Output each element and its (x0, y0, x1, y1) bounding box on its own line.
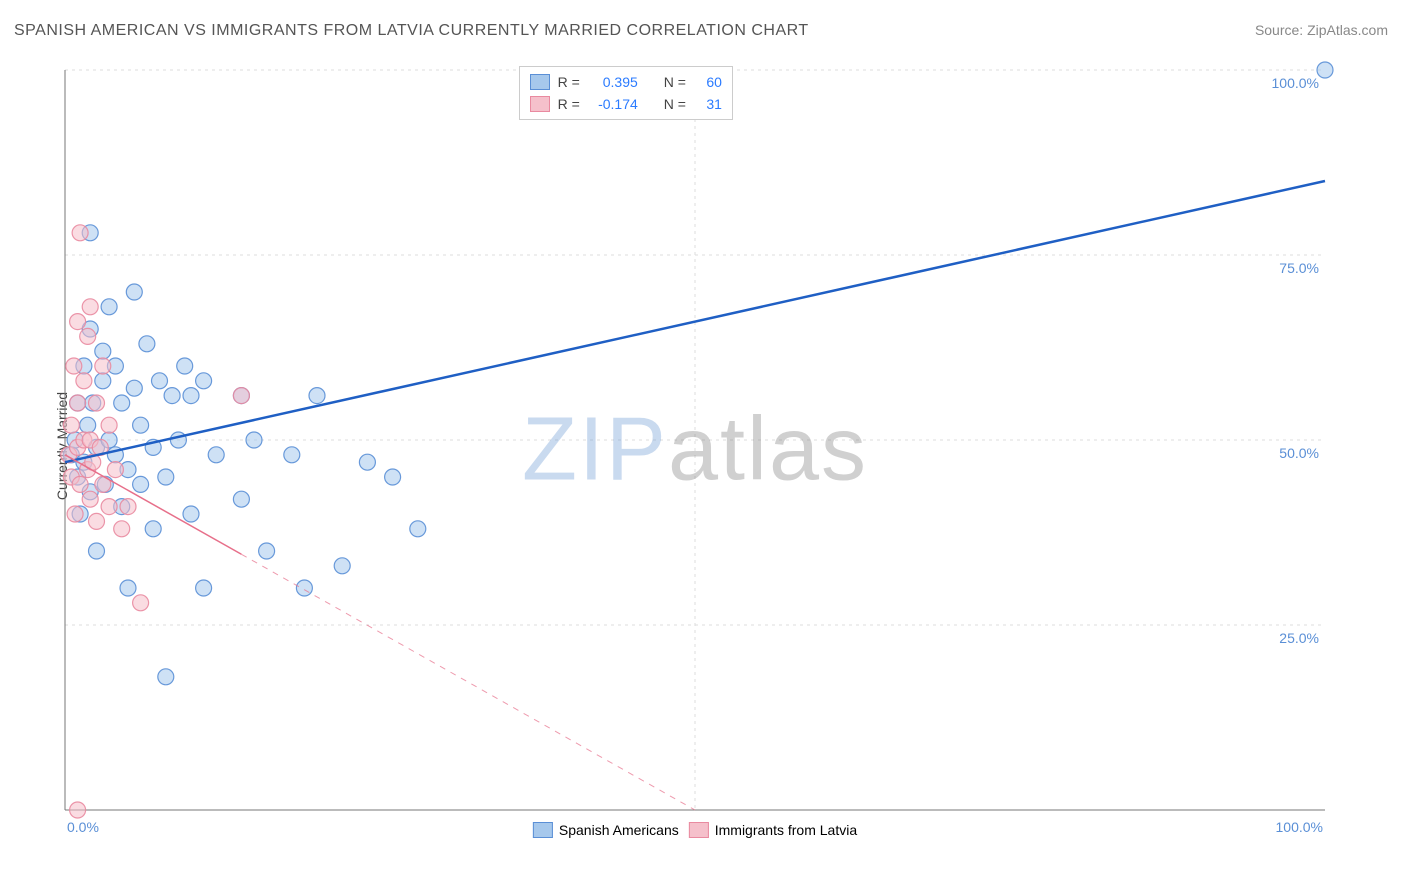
r-label: R = (558, 93, 580, 115)
legend-label: Spanish Americans (559, 822, 679, 838)
n-label: N = (664, 71, 686, 93)
svg-text:75.0%: 75.0% (1279, 260, 1319, 276)
source-link[interactable]: ZipAtlas.com (1307, 22, 1388, 38)
svg-text:50.0%: 50.0% (1279, 445, 1319, 461)
r-value: -0.174 (588, 93, 638, 115)
r-value: 0.395 (588, 71, 638, 93)
svg-text:0.0%: 0.0% (67, 819, 99, 835)
source-label: Source: (1255, 22, 1303, 38)
legend-item: Immigrants from Latvia (689, 822, 857, 838)
stats-legend-row: R = 0.395 N = 60 (530, 71, 722, 93)
n-label: N = (664, 93, 686, 115)
chart-title: SPANISH AMERICAN VS IMMIGRANTS FROM LATV… (14, 22, 809, 40)
bottom-legend: Spanish Americans Immigrants from Latvia (533, 822, 857, 838)
chart-area: 25.0%50.0%75.0%100.0%0.0%100.0% ZIPatlas… (45, 60, 1345, 840)
legend-swatch (530, 96, 550, 112)
stats-legend-row: R = -0.174 N = 31 (530, 93, 722, 115)
legend-swatch (533, 822, 553, 838)
legend-swatch (689, 822, 709, 838)
n-value: 60 (694, 71, 722, 93)
chart-container: SPANISH AMERICAN VS IMMIGRANTS FROM LATV… (0, 0, 1406, 892)
stats-legend: R = 0.395 N = 60 R = -0.174 N = 31 (519, 66, 733, 120)
n-value: 31 (694, 93, 722, 115)
svg-text:100.0%: 100.0% (1276, 819, 1323, 835)
legend-label: Immigrants from Latvia (715, 822, 857, 838)
legend-swatch (530, 74, 550, 90)
source-attribution: Source: ZipAtlas.com (1255, 22, 1388, 38)
r-label: R = (558, 71, 580, 93)
legend-item: Spanish Americans (533, 822, 679, 838)
scatter-chart: 25.0% 50.0% 75.0% 100.0% 0.0% 100.0% (45, 60, 1345, 840)
svg-text:25.0%: 25.0% (1279, 630, 1319, 646)
svg-text:100.0%: 100.0% (1272, 75, 1319, 91)
